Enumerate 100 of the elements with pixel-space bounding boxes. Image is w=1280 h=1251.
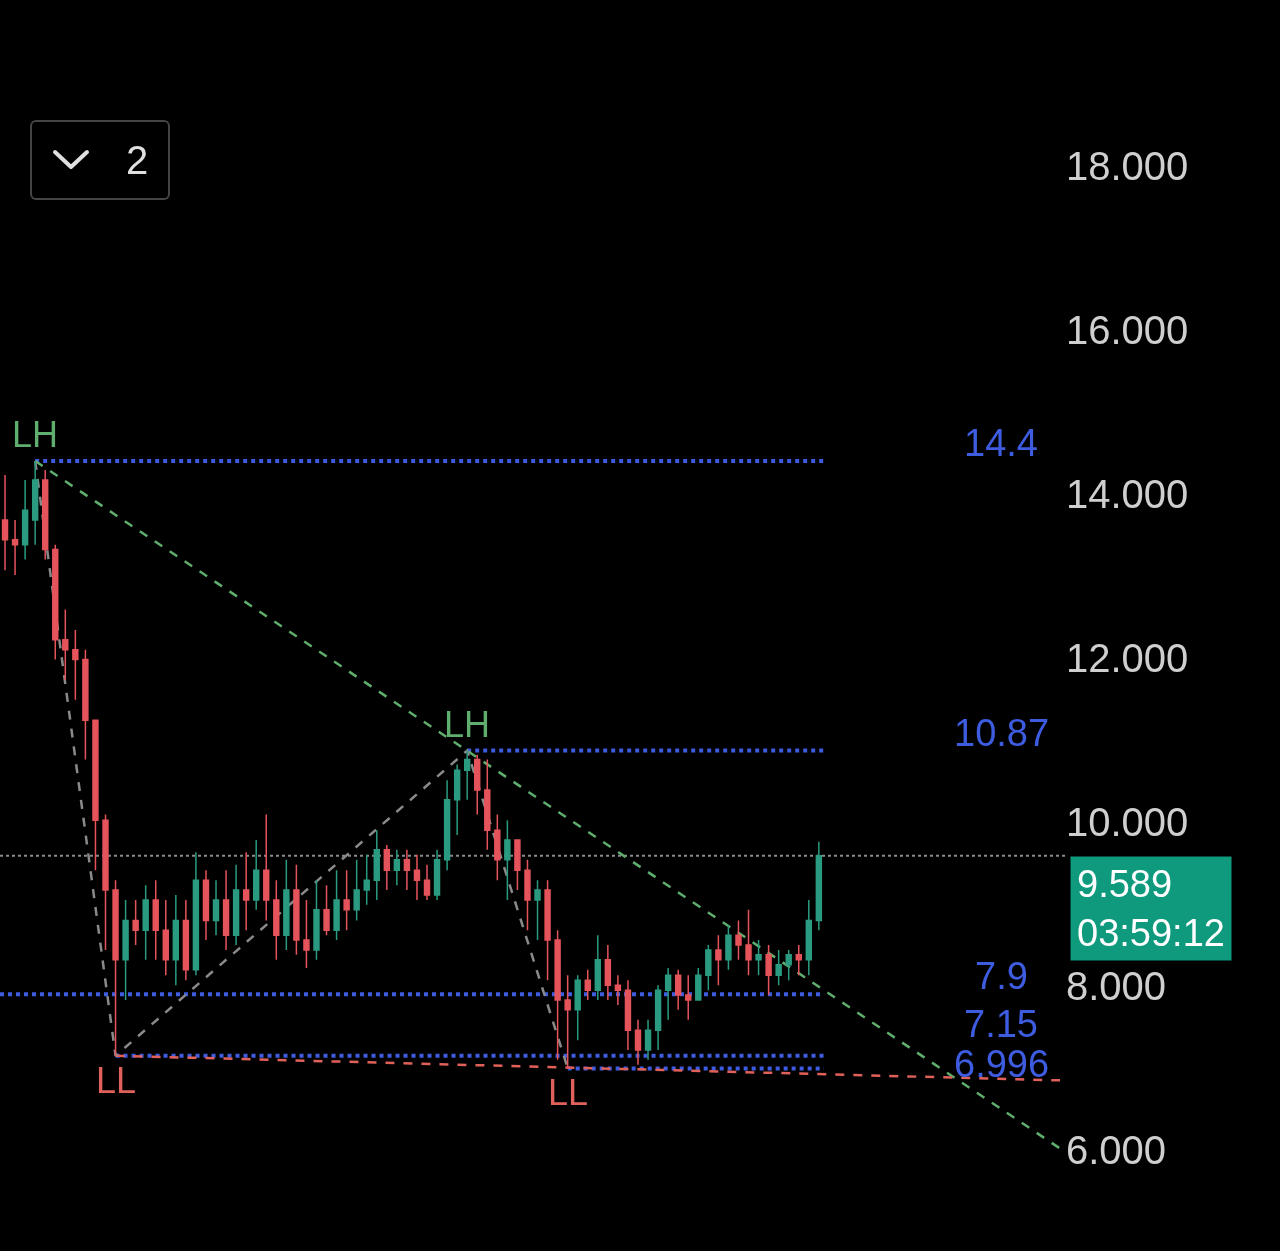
candlestick [544,879,551,982]
candlestick [664,967,672,1021]
candlestick [584,968,591,1001]
candlestick [132,899,139,946]
candlestick [634,1018,642,1066]
candlestick [765,944,772,996]
candlestick [313,879,320,961]
candlestick [574,974,581,1041]
candlestick [263,813,270,922]
candlestick [524,858,531,931]
candlestick [735,919,742,961]
candlestick [654,984,662,1051]
candlestick [715,934,722,986]
candlestick [484,758,491,851]
candlestick [393,849,401,886]
y-tick-label: 14.000 [1066,471,1189,516]
candlestick [564,974,571,1070]
candlestick [31,460,39,546]
ref-line-label: 10.87 [954,712,1050,754]
candlestick [303,899,310,969]
ref-line-label: 14.4 [964,422,1038,464]
y-tick-label: 16.000 [1066,307,1189,352]
candlestick [413,854,421,901]
dropdown-field: 2 [30,120,170,200]
candlestick [162,899,169,977]
candlestick [21,479,29,561]
candlestick [283,858,290,951]
candlestick [594,934,602,1001]
candlestick [172,894,180,986]
candlestick [494,813,501,881]
candlestick [11,519,19,576]
annotation: LL [548,1072,589,1113]
ref-line-label: 7.15 [964,1003,1038,1045]
candlestick [695,967,702,1001]
candlestick [112,879,119,1057]
candlestick [363,854,370,906]
candlestick [142,884,149,961]
candlestick [182,899,190,982]
candlestick [805,899,813,977]
annotation: LH [444,704,491,745]
candlestick [705,944,712,991]
candlestick [242,851,250,931]
candlestick [222,869,230,951]
candlestick [463,749,471,801]
candlestick [232,863,240,946]
candlestick [453,763,461,836]
candlestick [443,779,451,872]
candlestick [273,879,280,961]
candlestick [554,929,561,1061]
candlestick [474,753,481,816]
candlestick [514,839,521,891]
candlestick [293,863,300,956]
candlestick [534,879,541,941]
candlestick [52,543,59,661]
candlestick [122,899,129,1001]
candlestick [82,648,89,761]
candlestick [152,879,159,961]
candlestick [333,869,340,941]
candlestick [42,469,49,561]
annotation: LH [12,414,59,455]
candlestick [212,879,220,936]
candlestick [92,719,99,872]
candlestick [685,974,692,1021]
candlestick [403,849,411,891]
candlestick [604,944,612,1001]
candlestick [423,863,431,901]
candlestick [202,869,210,941]
candlestick [433,849,441,901]
candlestick [795,944,802,977]
ref-line-label: 6.996 [954,1043,1050,1085]
candlestick [725,924,732,971]
candlestick [1,474,9,571]
candlestick [102,813,109,951]
candlestick [815,840,823,931]
candlestick [644,1018,652,1061]
candlestick [252,839,260,911]
candlestick [353,858,360,922]
candlestick [192,851,200,977]
candlestick [745,908,752,977]
annotation: 2 [125,137,149,183]
candlestick [383,844,391,891]
candlestick [755,939,762,977]
candlestick [674,968,682,1011]
candlestick [72,629,79,701]
ref-line-label: 7.9 [975,955,1028,997]
y-tick-label: 8.000 [1066,964,1167,1009]
candlestick [62,608,69,681]
candlestick [614,974,622,1006]
candlestick [775,949,782,986]
y-tick-label: 6.000 [1066,1128,1167,1173]
y-tick-label: 18.000 [1066,143,1189,188]
candlestick [323,884,330,936]
candlestick [373,829,380,901]
ref-line-label: 9.589 03:59:12 [1077,863,1225,955]
y-tick-label: 10.000 [1066,799,1189,844]
candlestick [504,819,511,901]
annotation: LL [96,1060,137,1101]
candlestick [624,979,632,1051]
y-tick-label: 12.000 [1066,635,1189,680]
candlestick [785,949,792,982]
